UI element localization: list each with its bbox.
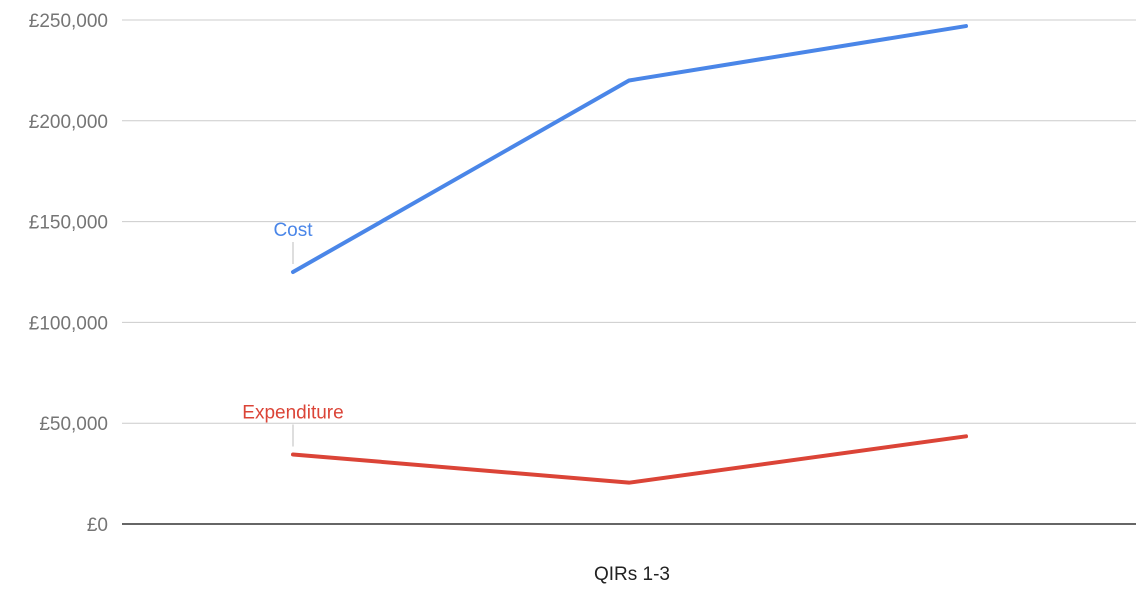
- y-tick-label: £200,000: [29, 112, 108, 133]
- series-lines: [291, 24, 968, 485]
- y-tick-label: £0: [87, 515, 108, 536]
- series-labels: Cost Expenditure: [242, 220, 344, 447]
- series-line-expenditure: [291, 434, 968, 485]
- y-tick-label: £150,000: [29, 213, 108, 234]
- y-axis-tick-labels: £0 £50,000 £100,000 £150,000 £200,000 £250,00…: [29, 11, 108, 536]
- x-axis-label: QIRs 1-3: [594, 564, 670, 585]
- series-line-cost: [291, 24, 968, 274]
- series-label-expenditure: Expenditure: [242, 402, 343, 423]
- series-label-cost: Cost: [273, 220, 313, 241]
- y-tick-label: £250,000: [29, 11, 108, 32]
- y-tick-label: £50,000: [39, 414, 108, 435]
- y-tick-label: £100,000: [29, 313, 108, 334]
- gridlines: [122, 19, 1136, 525]
